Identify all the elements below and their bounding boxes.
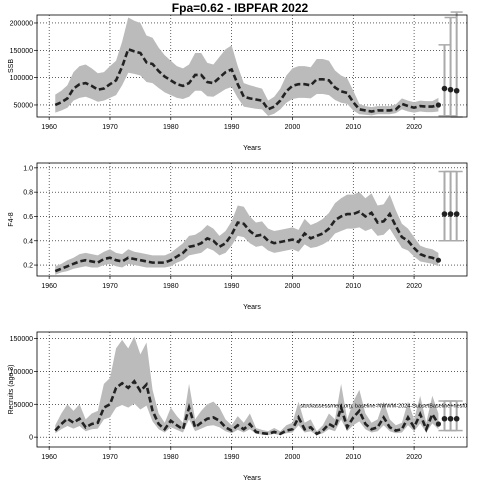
annotation: stockassessment.org, baseline-NWWM-2024-… bbox=[300, 404, 467, 410]
last-estimate-point bbox=[435, 257, 442, 263]
x-tick-label: 1990 bbox=[224, 124, 240, 131]
y-axis-label: F4-8 bbox=[8, 212, 15, 227]
x-tick-label: 1960 bbox=[41, 124, 57, 131]
estimate-line bbox=[54, 210, 439, 273]
x-tick-label: 2000 bbox=[285, 283, 301, 290]
projection-point bbox=[441, 415, 448, 422]
x-tick-label: 2000 bbox=[285, 124, 301, 131]
x-tick-label: 1990 bbox=[224, 283, 240, 290]
estimate-line bbox=[54, 47, 439, 113]
x-tick-label: 2000 bbox=[285, 454, 301, 461]
projection-point bbox=[441, 211, 448, 217]
x-tick-label: 1970 bbox=[102, 283, 118, 290]
x-tick-label: 2020 bbox=[406, 124, 422, 131]
y-tick-label: 150000 bbox=[10, 48, 33, 55]
projection-point bbox=[447, 211, 454, 217]
x-tick-label: 1960 bbox=[41, 283, 57, 290]
projection-point bbox=[453, 211, 460, 217]
y-tick-label: 0.2 bbox=[23, 263, 33, 270]
chart-title: Fpa=0.62 - IBPFAR 2022 bbox=[172, 1, 309, 15]
y-tick-label: 100000 bbox=[10, 369, 33, 376]
y-tick-label: 0.6 bbox=[23, 214, 33, 221]
y-axis-label: SSB bbox=[8, 59, 15, 73]
x-tick-label: 1990 bbox=[224, 454, 240, 461]
y-tick-label: 100000 bbox=[10, 75, 33, 82]
plot-frame bbox=[36, 331, 468, 448]
x-tick-label: 2020 bbox=[406, 283, 422, 290]
confidence-band bbox=[55, 192, 439, 275]
x-axis-label: Years bbox=[243, 304, 261, 311]
y-tick-label: 0 bbox=[29, 435, 33, 442]
y-axis-label: Recruits (age 3) bbox=[8, 365, 15, 415]
x-tick-label: 2010 bbox=[345, 283, 361, 290]
last-estimate-point bbox=[435, 102, 442, 108]
x-tick-label: 1970 bbox=[102, 454, 118, 461]
estimate-line bbox=[54, 379, 440, 436]
last-estimate-point bbox=[435, 421, 442, 427]
confidence-band bbox=[55, 336, 439, 436]
x-axis-label: Years bbox=[243, 475, 261, 480]
x-tick-label: 2010 bbox=[345, 124, 361, 131]
projection-point bbox=[447, 415, 454, 422]
y-tick-label: 50000 bbox=[14, 402, 34, 409]
y-tick-label: 0.4 bbox=[23, 238, 33, 245]
projection-point bbox=[441, 85, 448, 92]
x-tick-label: 1980 bbox=[163, 283, 179, 290]
x-tick-label: 1970 bbox=[102, 124, 118, 131]
y-tick-label: 0.8 bbox=[23, 190, 33, 197]
y-tick-label: 200000 bbox=[10, 20, 33, 27]
x-tick-label: 2010 bbox=[345, 454, 361, 461]
x-tick-label: 2020 bbox=[406, 454, 422, 461]
projection-point bbox=[453, 415, 460, 422]
x-tick-label: 1980 bbox=[163, 454, 179, 461]
plot-frame bbox=[36, 14, 468, 118]
x-tick-label: 1980 bbox=[163, 124, 179, 131]
x-axis-label: Years bbox=[243, 145, 261, 152]
x-tick-label: 1960 bbox=[41, 454, 57, 461]
y-tick-label: 150000 bbox=[10, 336, 33, 343]
y-tick-label: 50000 bbox=[14, 102, 34, 109]
confidence-band bbox=[55, 17, 439, 116]
projection-point bbox=[447, 86, 454, 93]
projection-point bbox=[453, 87, 460, 94]
y-tick-label: 1.0 bbox=[23, 165, 33, 172]
plot-frame bbox=[36, 162, 468, 277]
